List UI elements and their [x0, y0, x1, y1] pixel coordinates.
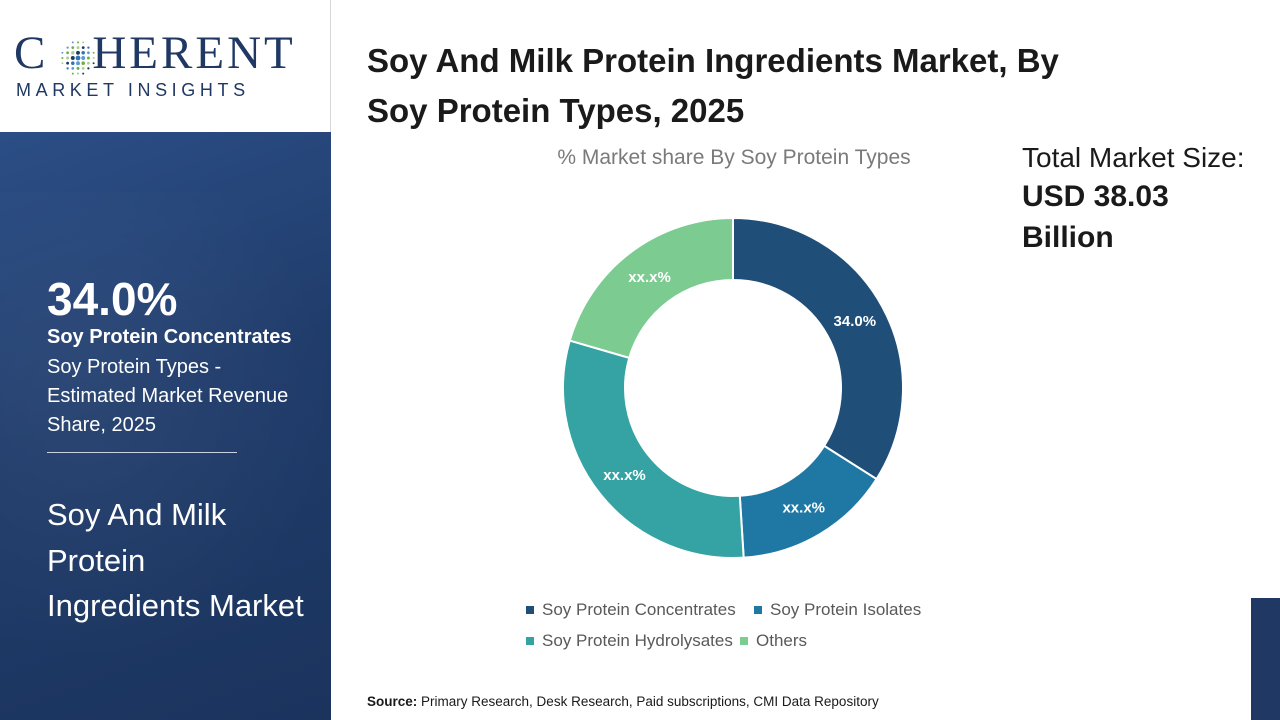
legend-item: Soy Protein Isolates — [754, 600, 921, 620]
legend-label: Soy Protein Concentrates — [542, 600, 736, 619]
legend-label: Soy Protein Isolates — [770, 600, 922, 619]
logo-globe-icon — [61, 41, 95, 75]
corner-accent — [1251, 598, 1280, 720]
side-panel: 34.0% Soy Protein Concentrates Soy Prote… — [0, 132, 331, 720]
legend-item: Soy Protein Concentrates — [526, 600, 736, 620]
highlight-segment: Soy Protein Concentrates — [47, 326, 292, 348]
sidebar: C HERENT MARKET INSIGHTS 34.0% Soy Protei… — [0, 0, 331, 720]
highlight-description: Soy Protein Types - Estimated Market Rev… — [47, 356, 289, 436]
source-note: Source: Primary Research, Desk Research,… — [367, 694, 879, 709]
logo-tagline: MARKET INSIGHTS — [16, 80, 250, 100]
source-text: Primary Research, Desk Research, Paid su… — [421, 694, 879, 709]
donut-slice-soy-protein-concentrates — [732, 216, 905, 481]
total-market-label: Total Market Size: — [1022, 142, 1245, 173]
divider — [47, 452, 237, 453]
logo-wordmark: C HERENT — [14, 27, 296, 79]
legend-swatch — [740, 637, 748, 645]
source-label: Source: — [367, 694, 418, 709]
legend-item: Soy Protein Hydrolysates — [526, 631, 733, 651]
total-market-value: USD 38.03 Billion — [1022, 180, 1169, 254]
legend-label: Others — [756, 631, 808, 650]
page-title: Soy And Milk Protein Ingredients Market,… — [367, 42, 1059, 129]
logo: C HERENT MARKET INSIGHTS — [0, 0, 331, 132]
market-name: Soy And Milk Protein Ingredients Market — [47, 497, 304, 623]
donut-slice-others — [568, 216, 734, 360]
chart-title: % Market share By Soy Protein Types — [557, 146, 911, 169]
legend-swatch — [754, 606, 762, 614]
legend-item: Others — [740, 631, 807, 651]
highlight-value: 34.0% — [47, 273, 178, 325]
legend-swatch — [526, 637, 534, 645]
legend-label: Soy Protein Hydrolysates — [542, 631, 733, 650]
legend-swatch — [526, 606, 534, 614]
donut-slice-soy-protein-hydrolysates — [562, 339, 745, 559]
